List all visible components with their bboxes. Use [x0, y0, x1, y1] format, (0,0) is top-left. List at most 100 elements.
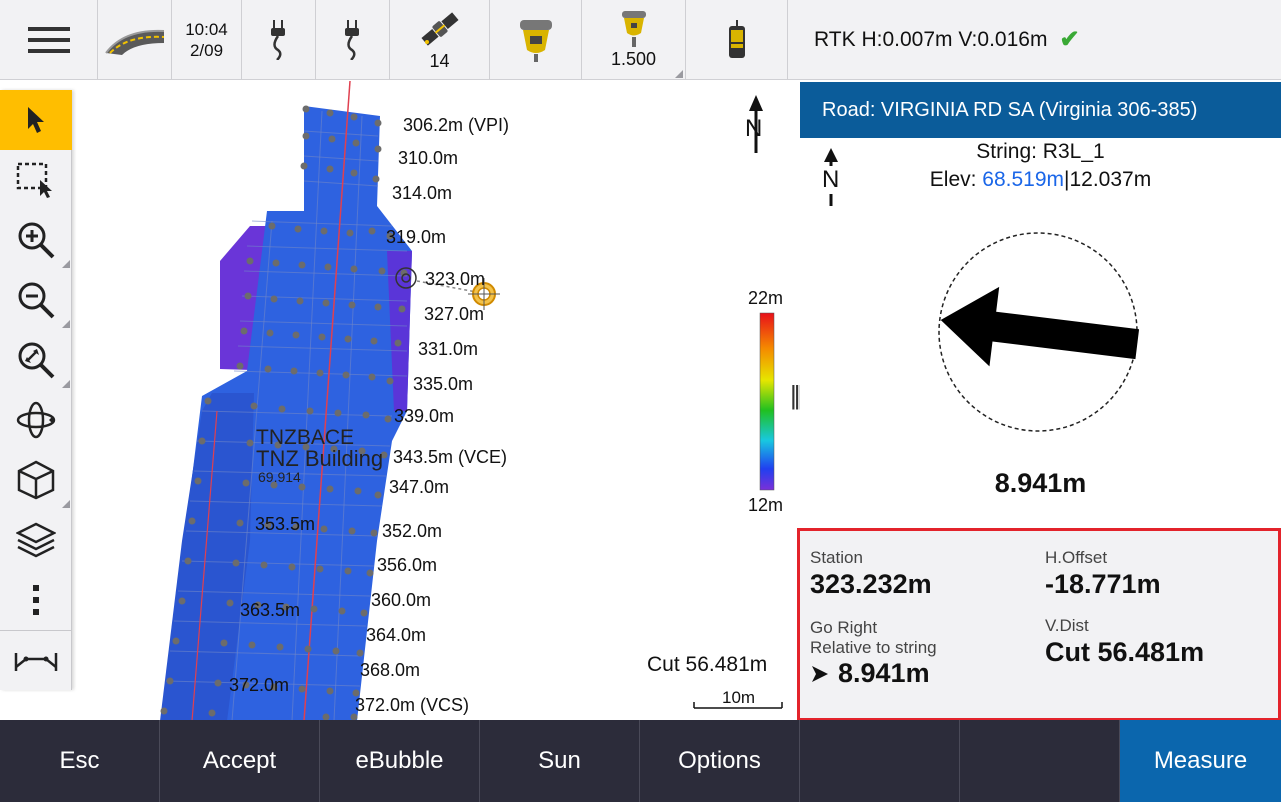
legend-min-label: 12m	[748, 495, 784, 515]
pointer-icon	[28, 107, 44, 133]
station-label: 310.0m	[398, 148, 459, 168]
building-name-label: TNZ Building	[256, 446, 384, 471]
road-title: Road: VIRGINIA RD SA (Virginia 306-385)	[822, 98, 1198, 121]
layers-icon	[16, 522, 56, 558]
station-label: 343.5m (VCE)	[393, 447, 508, 467]
antenna-height-status[interactable]: 1.500	[582, 0, 686, 80]
surface-map	[160, 81, 783, 721]
scale-bar-label: 10m	[722, 688, 756, 707]
map-north-label: N	[745, 115, 763, 142]
box-select-icon	[16, 162, 52, 198]
options-button[interactable]: Options	[640, 720, 800, 802]
station-label: 360.0m	[371, 590, 432, 610]
road-icon	[104, 29, 164, 55]
elevation-prefix: Elev:	[929, 168, 977, 191]
station-label-left: 363.5m	[240, 600, 301, 620]
station-label-left: 353.5m	[255, 514, 316, 534]
go-value: 8.941m	[838, 658, 930, 688]
satellite-icon	[420, 11, 459, 46]
hoffset-label: H.Offset	[1045, 548, 1108, 567]
more-tools-button[interactable]	[0, 570, 72, 630]
satellite-status[interactable]: 14	[390, 0, 490, 80]
power-status-2[interactable]	[316, 0, 390, 80]
station-label: 364.0m	[366, 625, 427, 645]
gnss-receiver-icon	[519, 20, 552, 62]
station-label: 314.0m	[392, 183, 453, 203]
softkey-bar: Esc Accept eBubble Sun Options Measure	[0, 720, 1281, 802]
station-label: 331.0m	[418, 339, 479, 359]
map-toolbar	[0, 90, 72, 690]
box-select-button[interactable]	[0, 150, 72, 210]
ebubble-button[interactable]: eBubble	[320, 720, 480, 802]
zoom-extents-button[interactable]	[0, 330, 72, 390]
station-label: 327.0m	[424, 304, 485, 324]
elevation-value: 68.519m	[982, 168, 1065, 191]
station-label: 319.0m	[386, 227, 447, 247]
empty-softkey-2	[960, 720, 1120, 802]
station-label: Station	[810, 548, 863, 567]
vdist-label: V.Dist	[1045, 616, 1089, 635]
map-view[interactable]: N 306.2m (VPI) 310.0m 314.0m 319.0m 323.…	[72, 81, 800, 721]
view-3d-button[interactable]	[0, 450, 72, 510]
orbit-icon	[16, 401, 56, 439]
station-label: 335.0m	[413, 374, 474, 394]
zoom-out-icon	[18, 282, 55, 319]
sun-button[interactable]: Sun	[480, 720, 640, 802]
elevation-line: Elev: 68.519m|12.037m	[800, 168, 1281, 192]
elevation-suffix: |12.037m	[1064, 168, 1152, 191]
zoom-out-button[interactable]	[0, 270, 72, 330]
surface-name-label: TNZBACE	[256, 426, 355, 449]
station-label: 372.0m (VCS)	[355, 695, 470, 715]
station-label: 323.0m	[425, 269, 486, 289]
orbit-button[interactable]	[0, 390, 72, 450]
more-vertical-icon	[33, 585, 39, 615]
precision-status[interactable]: RTK H:0.007m V:0.016m ✔	[800, 0, 1281, 80]
controller-device-icon	[728, 20, 745, 58]
road-title-bar: Road: VIRGINIA RD SA (Virginia 306-385)	[800, 82, 1281, 138]
antenna-height-value: 1.500	[610, 48, 657, 69]
road-job-button[interactable]	[98, 0, 172, 80]
date-text: 2/09	[189, 41, 224, 60]
measure-button[interactable]: Measure	[1120, 720, 1281, 802]
power-status-1[interactable]	[242, 0, 316, 80]
station-label: 352.0m	[382, 521, 443, 541]
hamburger-icon	[27, 27, 70, 53]
cube-icon	[17, 460, 55, 500]
station-label: 356.0m	[377, 555, 438, 575]
clock-status[interactable]: 10:04 2/09	[172, 0, 242, 80]
accept-button[interactable]: Accept	[160, 720, 320, 802]
controller-status[interactable]	[686, 0, 788, 80]
panel-north-label: N	[821, 166, 841, 194]
cross-section-button[interactable]	[0, 631, 72, 691]
vdist-value: Cut 56.481m	[1045, 637, 1205, 667]
string-name: String: R3L_1	[976, 140, 1105, 163]
point-elevation-label: 69.914	[258, 469, 301, 485]
zoom-in-button[interactable]	[0, 210, 72, 270]
station-label: 306.2m (VPI)	[403, 115, 510, 135]
legend-max-label: 22m	[748, 288, 784, 308]
right-arrow-icon	[812, 665, 828, 682]
plug-icon	[270, 20, 285, 60]
zoom-extents-icon	[18, 342, 55, 379]
menu-button[interactable]	[0, 0, 98, 80]
cut-fill-label: Cut 56.481m	[647, 653, 768, 676]
empty-softkey-1	[800, 720, 960, 802]
layers-button[interactable]	[0, 510, 72, 570]
station-label: 339.0m	[394, 406, 455, 426]
more-indicator	[675, 70, 683, 78]
go-direction-label: Go Right	[810, 618, 878, 637]
top-toolbar: 10:04 2/09 14	[0, 0, 800, 80]
station-value: 323.232m	[810, 569, 932, 599]
select-tool-button[interactable]	[0, 90, 72, 150]
go-value-row: 8.941m	[810, 658, 930, 689]
station-label: 347.0m	[389, 477, 450, 497]
station-label: 368.0m	[360, 660, 421, 680]
precision-text: RTK H:0.007m V:0.016m	[814, 27, 1048, 51]
check-icon: ✔	[1059, 26, 1080, 53]
plug-icon	[344, 20, 359, 60]
receiver-status[interactable]	[490, 0, 582, 80]
esc-button[interactable]: Esc	[0, 720, 160, 802]
cross-section-icon	[14, 653, 58, 671]
direction-arrow-icon	[938, 232, 1140, 432]
satellite-count: 14	[429, 50, 450, 71]
